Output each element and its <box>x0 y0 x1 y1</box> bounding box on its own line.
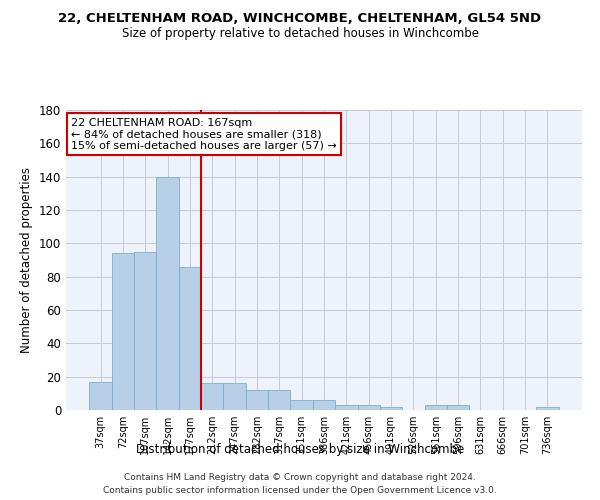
Bar <box>201 384 223 410</box>
Bar <box>89 382 112 410</box>
Text: 22, CHELTENHAM ROAD, WINCHCOMBE, CHELTENHAM, GL54 5ND: 22, CHELTENHAM ROAD, WINCHCOMBE, CHELTEN… <box>58 12 542 26</box>
Bar <box>112 254 134 410</box>
Bar <box>335 405 358 410</box>
Text: Distribution of detached houses by size in Winchcombe: Distribution of detached houses by size … <box>136 442 464 456</box>
Bar <box>313 400 335 410</box>
Bar <box>536 406 559 410</box>
Bar <box>134 252 157 410</box>
Bar <box>290 400 313 410</box>
Text: Contains public sector information licensed under the Open Government Licence v3: Contains public sector information licen… <box>103 486 497 495</box>
Y-axis label: Number of detached properties: Number of detached properties <box>20 167 33 353</box>
Bar <box>425 405 447 410</box>
Bar <box>157 176 179 410</box>
Bar <box>358 405 380 410</box>
Bar <box>179 266 201 410</box>
Text: Size of property relative to detached houses in Winchcombe: Size of property relative to detached ho… <box>121 28 479 40</box>
Bar <box>380 406 402 410</box>
Text: Contains HM Land Registry data © Crown copyright and database right 2024.: Contains HM Land Registry data © Crown c… <box>124 472 476 482</box>
Bar <box>268 390 290 410</box>
Bar <box>246 390 268 410</box>
Bar <box>447 405 469 410</box>
Bar <box>223 384 246 410</box>
Text: 22 CHELTENHAM ROAD: 167sqm
← 84% of detached houses are smaller (318)
15% of sem: 22 CHELTENHAM ROAD: 167sqm ← 84% of deta… <box>71 118 337 150</box>
